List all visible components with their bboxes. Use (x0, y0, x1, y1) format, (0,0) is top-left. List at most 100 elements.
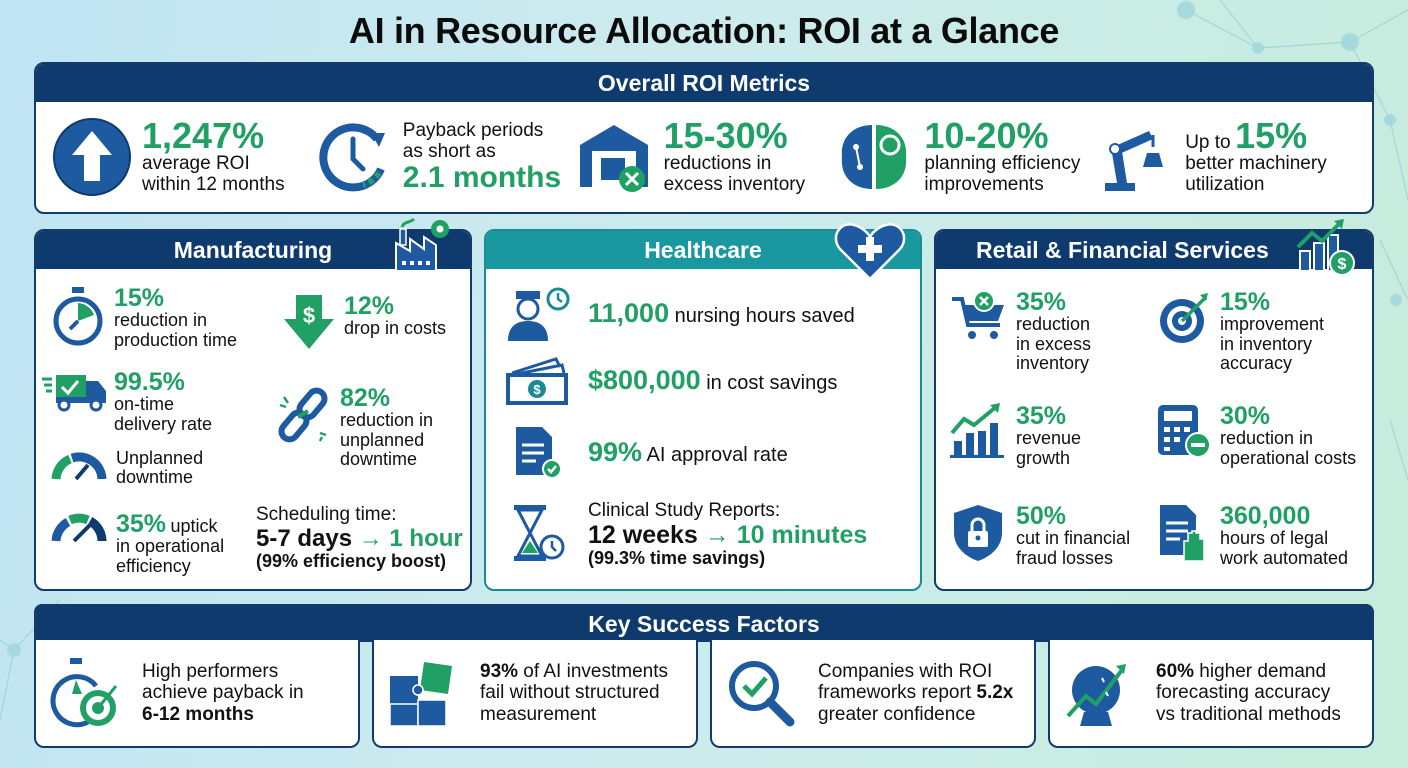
ksf-card-confidence: Companies with ROI frameworks report 5.2x… (710, 640, 1036, 748)
stat-label: in operational (116, 536, 225, 557)
csr-note: (99.3% time savings) (588, 548, 766, 569)
target-icon (1160, 293, 1208, 343)
stopwatch-target-icon (50, 658, 118, 728)
stat-value: 99.5% (114, 368, 185, 396)
metric-excess-inventory: 15-30% reductions in excess inventory (574, 117, 835, 197)
stat-label: reduction (1016, 314, 1091, 335)
factory-gear-icon (395, 217, 449, 272)
healthcare-cost-savings: $ $800,000 in cost savings (506, 355, 837, 405)
ksf-text: greater confidence (818, 703, 976, 725)
scheduling-from: 5-7 days (256, 524, 353, 552)
key-success-factors-heading: Key Success Factors (34, 604, 1374, 642)
stat-production-time: 15% reduction in production time (50, 285, 237, 350)
metric-value: 15-30% (663, 115, 788, 157)
stat-label: reduction in (1220, 428, 1314, 449)
shield-lock-icon (954, 505, 1002, 561)
stat-value: 82% (340, 384, 391, 412)
stat-unplanned-downtime: Unplanned downtime (50, 448, 203, 488)
metric-value: 10-20% (924, 115, 1049, 157)
stat-value: 360,000 (1220, 502, 1311, 530)
stat-value: $800,000 (588, 364, 701, 395)
ksf-text: forecasting accuracy (1156, 682, 1331, 704)
ksf-card-payback: High performers achieve payback in 6-12 mo… (34, 640, 360, 748)
metric-label: Payback periods (402, 120, 544, 142)
retail-financial-panel: Retail & Financial Services $ 35% reducti… (934, 219, 1374, 591)
stat-value: 99% (588, 436, 643, 467)
stat-label: on-time (114, 394, 175, 415)
stat-unplanned-downtime-reduction: 82% reduction in unplanned downtime (276, 385, 433, 470)
metric-label: improvements (924, 174, 1044, 195)
svg-text:$: $ (533, 382, 541, 397)
manufacturing-panel: Manufacturing 15% reduction in production … (34, 217, 472, 591)
ksf-card-forecasting: 60% higher demand forecasting accuracy vs … (1048, 640, 1374, 748)
nurse-clock-icon (508, 287, 570, 341)
stat-value: 50% (1016, 502, 1067, 530)
metric-machinery-utilization: Up to 15% better machinery utilization (1095, 117, 1356, 197)
growth-chart-icon (950, 403, 1004, 458)
stat-value: 30% (1220, 402, 1271, 430)
stat-label: AI approval rate (646, 443, 788, 466)
stat-label: improvement (1220, 314, 1325, 335)
healthcare-nursing-hours: 11,000 nursing hours saved (506, 285, 855, 341)
stat-operational-efficiency: 35% uptick in operational efficiency (50, 511, 224, 576)
stat-label: delivery rate (114, 413, 213, 434)
stat-legal-work-automated: 360,000 hours of legal work automated (1156, 503, 1348, 568)
document-hand-icon (1160, 505, 1205, 562)
stat-label: growth (1016, 447, 1071, 468)
stat-label: downtime (116, 467, 194, 488)
overall-roi-heading: Overall ROI Metrics (36, 64, 1372, 102)
csr-to: 10 minutes (736, 520, 868, 549)
stat-value: 35% (1016, 402, 1067, 430)
healthcare-ai-approval: 99% AI approval rate (506, 425, 788, 479)
stat-value: 11,000 (588, 297, 670, 328)
ksf-text: achieve payback in (142, 682, 304, 704)
scheduling-to: 1 hour (389, 524, 463, 552)
metric-label: excess inventory (663, 174, 806, 195)
svg-text:$: $ (303, 303, 315, 328)
ksf-text: Companies with ROI (818, 661, 993, 683)
scheduling-time: Scheduling time: 5-7 days → 1 hour (99% … (256, 504, 463, 572)
ksf-text: measurement (480, 703, 597, 725)
warehouse-box-icon (579, 125, 648, 192)
stat-label: operational costs (1220, 447, 1357, 468)
robot-arm-icon (1105, 131, 1164, 191)
stat-value: 35% (116, 510, 167, 538)
delivery-truck-icon (42, 375, 106, 412)
ksf-card-measurement: 93% of AI investments fail without struct… (372, 640, 698, 748)
metric-payback: Payback periods as short as 2.1 months (313, 117, 574, 197)
ksf-highlight: 5.2x (976, 682, 1014, 704)
stat-drop-in-costs: $ 12% drop in costs (282, 293, 446, 351)
healthcare-panel: Healthcare 11,000 nursing hours saved $ … (484, 223, 922, 591)
ksf-text: higher demand (1194, 661, 1327, 683)
stat-inventory-accuracy: 15% improvement in inventory accuracy (1156, 289, 1324, 374)
metric-value: 2.1 months (402, 160, 562, 194)
stat-label: inventory (1016, 353, 1090, 374)
ksf-text: High performers (142, 661, 279, 683)
stat-label: fraud losses (1016, 547, 1114, 568)
overall-roi-panel: Overall ROI Metrics 1,247% average ROI w… (34, 62, 1374, 214)
stat-operational-costs: 30% reduction in operational costs (1156, 403, 1356, 468)
cash-icon: $ (506, 357, 568, 405)
stat-label: production time (114, 329, 238, 350)
stat-revenue-growth: 35% revenue growth (950, 403, 1081, 468)
stat-label: revenue (1016, 428, 1082, 449)
ksf-text: fail without structured (480, 682, 660, 704)
csr-from: 12 weeks (588, 520, 698, 549)
csr-label: Clinical Study Reports: (588, 500, 781, 521)
scheduling-note: (99% efficiency boost) (256, 551, 447, 572)
arrow-icon: → (358, 524, 383, 552)
metric-value: 15% (1235, 115, 1308, 157)
metric-label: within 12 months (142, 174, 285, 195)
ksf-text: vs traditional methods (1156, 703, 1341, 725)
arrow-icon: → (704, 520, 730, 549)
stat-label: reduction in (340, 410, 434, 431)
metric-label: planning efficiency (924, 153, 1081, 175)
gauge-icon (51, 452, 107, 481)
ksf-highlight: 6-12 months (142, 703, 254, 725)
stat-label: drop in costs (344, 318, 447, 339)
document-check-icon (516, 427, 562, 479)
stat-excess-inventory: 35% reduction in excess inventory (950, 289, 1091, 374)
stat-value: 12% (344, 292, 395, 320)
stat-label: in inventory (1220, 333, 1313, 354)
calculator-minus-icon (1158, 405, 1211, 458)
